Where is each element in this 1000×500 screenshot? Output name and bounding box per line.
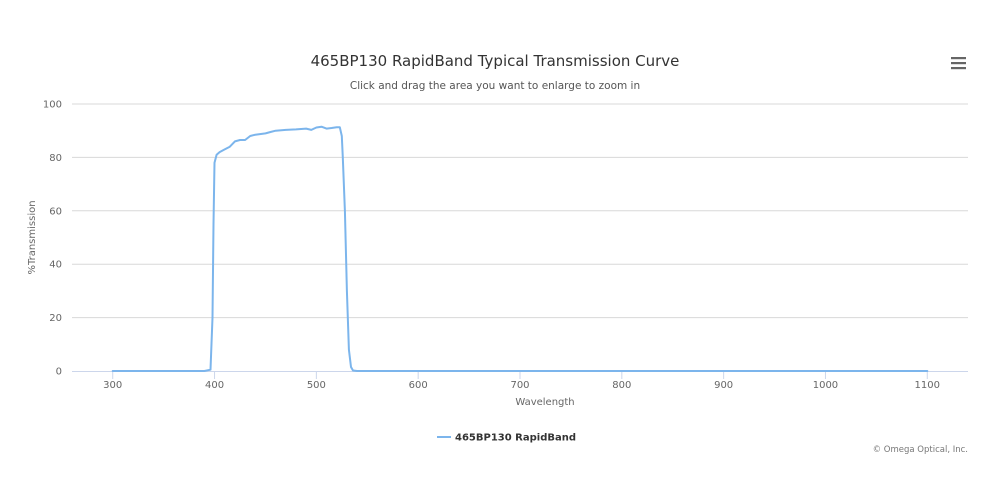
x-tick-label: 700 <box>510 380 529 391</box>
x-axis-ticks: 300 400 500 600 700 800 900 1000 1100 <box>103 371 940 391</box>
y-tick-label: 80 <box>49 153 62 164</box>
y-tick-label: 0 <box>56 367 62 378</box>
x-tick-label: 1000 <box>813 380 838 391</box>
y-tick-label: 20 <box>49 313 62 324</box>
chart-menu-button[interactable] <box>947 52 971 74</box>
y-axis-ticks: 0 20 40 60 80 100 <box>43 100 62 378</box>
x-tick-label: 300 <box>103 380 122 391</box>
y-tick-label: 60 <box>49 206 62 217</box>
series-line[interactable] <box>111 125 929 372</box>
y-tick-label: 40 <box>49 260 62 271</box>
x-axis-title: Wavelength <box>515 397 574 408</box>
legend-label[interactable]: 465BP130 RapidBand <box>455 433 576 444</box>
y-axis-title: %Transmission <box>27 200 38 274</box>
legend[interactable]: 465BP130 RapidBand <box>437 433 576 444</box>
credits-text[interactable]: © Omega Optical, Inc. <box>873 445 968 455</box>
x-tick-label: 800 <box>612 380 631 391</box>
x-tick-label: 600 <box>409 380 428 391</box>
x-tick-label: 400 <box>205 380 224 391</box>
series-layer[interactable] <box>111 125 929 372</box>
x-tick-label: 500 <box>307 380 326 391</box>
y-tick-label: 100 <box>43 100 62 111</box>
x-tick-label: 900 <box>714 380 733 391</box>
chart-subtitle: Click and drag the area you want to enla… <box>350 80 640 92</box>
chart-title: 465BP130 RapidBand Typical Transmission … <box>311 52 680 70</box>
x-tick-label: 1100 <box>915 380 940 391</box>
hamburger-menu-icon <box>951 57 966 70</box>
grid-lines <box>72 103 968 319</box>
